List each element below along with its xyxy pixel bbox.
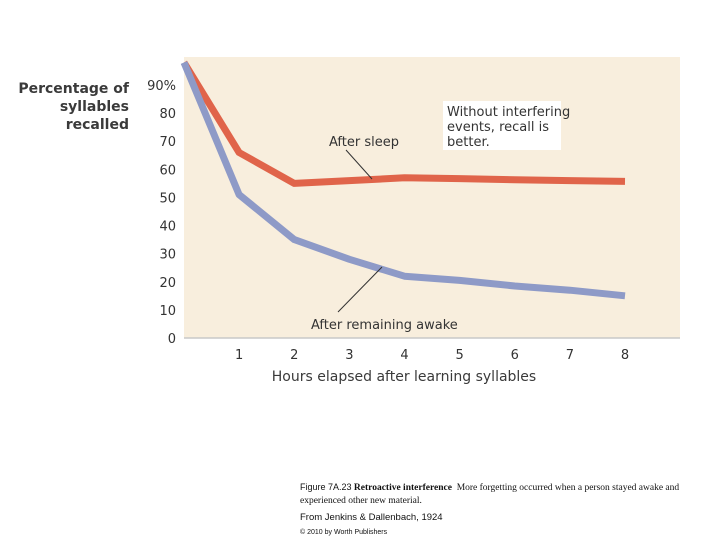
copyright-notice: © 2010 by Worth Publishers <box>300 529 388 536</box>
after-sleep-annotation: After sleep <box>329 135 399 150</box>
after-awake-leader-line <box>337 266 383 313</box>
y-tick-label: 0 <box>168 332 176 347</box>
callout-line-1: Without interfering <box>447 105 570 120</box>
figure-label: Figure 7A.23 <box>300 482 352 492</box>
figure-caption: Figure 7A.23 Retroactive interference Mo… <box>300 481 712 508</box>
y-tick-label: 90% <box>147 79 176 94</box>
y-axis-ticks: 90% 80 70 60 50 40 30 20 10 0 <box>147 79 176 347</box>
y-tick-label: 70 <box>159 135 176 150</box>
callout-box: Without interfering events, recall is be… <box>443 101 570 150</box>
retroactive-interference-chart: Percentage of syllables recalled 90%8070… <box>18 57 680 385</box>
after-awake-annotation: After remaining awake <box>311 318 458 333</box>
y-axis-label: Percentage of syllables recalled <box>18 81 130 133</box>
x-tick-label: 8 <box>621 348 629 363</box>
series-layer <box>180 60 626 300</box>
y-tick-label: 40 <box>159 220 176 235</box>
figure-caption-text: More forgetting occurred when a person s… <box>300 483 680 506</box>
x-tick-label: 6 <box>511 348 519 363</box>
y-axis-label-line-3: recalled <box>66 117 129 133</box>
figure-source: From Jenkins & Dallenbach, 1924 <box>300 512 443 523</box>
y-tick-label: 20 <box>159 276 176 291</box>
callout-line-3: better. <box>447 135 490 150</box>
x-tick-label: 1 <box>235 348 243 363</box>
x-tick-label: 5 <box>455 348 463 363</box>
y-axis-label-line-2: syllables <box>60 99 129 115</box>
y-tick-label: 80 <box>159 107 176 122</box>
x-axis-label: Hours elapsed after learning syllables <box>272 369 536 385</box>
x-tick-label: 3 <box>345 348 353 363</box>
y-tick-label: 50 <box>159 191 176 206</box>
y-tick-label: 60 <box>159 163 176 178</box>
after-sleep-leader-line <box>345 149 373 180</box>
callout-line-2: events, recall is <box>447 120 549 135</box>
y-tick-label: 30 <box>159 248 176 263</box>
x-tick-label: 4 <box>400 348 408 363</box>
y-axis-label-line-1: Percentage of <box>18 81 130 97</box>
callout-box-background <box>443 101 561 150</box>
x-axis-ticks: 1 2 3 4 5 6 7 8 <box>235 348 629 363</box>
y-tick-label: 10 <box>159 304 176 319</box>
x-tick-label: 7 <box>566 348 574 363</box>
x-tick-label: 2 <box>290 348 298 363</box>
figure-title: Retroactive interference <box>353 483 452 493</box>
